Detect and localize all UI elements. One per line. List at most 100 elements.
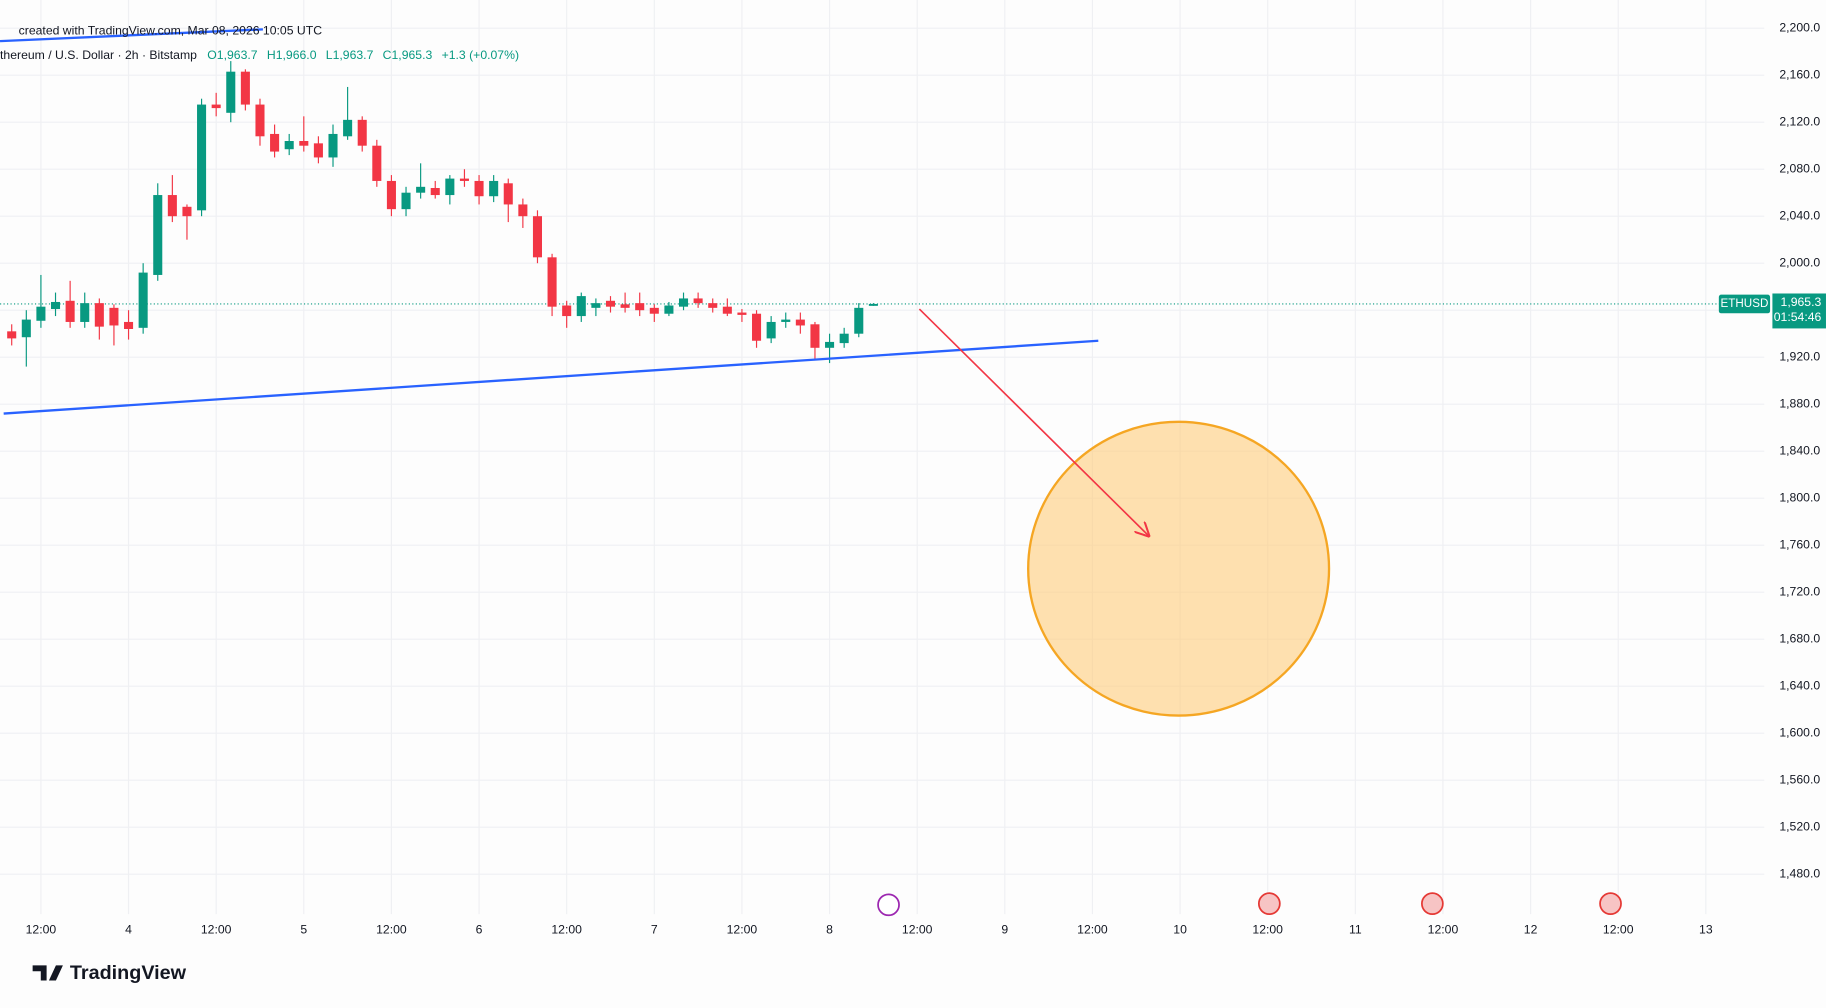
candle-body	[109, 307, 119, 326]
event-icon	[1257, 892, 1281, 916]
x-tick-label: 5	[300, 923, 307, 937]
candle-body	[299, 140, 309, 146]
candle-body	[635, 303, 645, 311]
x-tick-label: 12:00	[902, 923, 933, 937]
symbol-tag	[1718, 294, 1771, 314]
candle-body	[240, 71, 250, 105]
watermark: created with TradingView.com, Mar 08, 20…	[19, 24, 323, 38]
trendline	[3, 339, 1099, 415]
candle-body	[357, 119, 367, 146]
x-tick-label: 7	[651, 923, 658, 937]
candle-body	[737, 312, 747, 315]
candle-body	[810, 324, 820, 348]
brand: TradingView	[70, 962, 187, 984]
candle-body	[211, 104, 221, 109]
candle-body	[795, 319, 805, 326]
candle-body	[50, 301, 61, 310]
candle-body	[343, 119, 353, 137]
ohlc-value: H1,966.0	[267, 48, 317, 62]
candle-body	[430, 187, 440, 196]
plot	[0, 28, 1765, 717]
candle-body	[532, 216, 542, 258]
candle-body	[649, 307, 659, 314]
x-tick-label: 12:00	[1428, 923, 1459, 937]
x-tick-label: 8	[826, 923, 833, 937]
candle-body	[226, 71, 236, 113]
candle-body	[94, 303, 104, 327]
y-tick-label: 2,000.0	[1779, 255, 1820, 269]
candle-body	[562, 305, 572, 317]
candle-body	[693, 298, 703, 304]
price-tag	[1772, 293, 1826, 329]
ohlc-value: O1,963.7	[207, 48, 257, 62]
candle-body	[664, 305, 674, 314]
candle-body	[401, 192, 411, 210]
x-tick-label: 10	[1173, 923, 1187, 937]
x-tick-label: 12:00	[26, 923, 57, 937]
x-tick-label: 13	[1699, 923, 1713, 937]
candle-body	[80, 303, 90, 322]
x-tick-label: 12:00	[1603, 923, 1634, 937]
candle-body	[503, 183, 513, 205]
ohlc-value: +1.3 (+0.07%)	[442, 48, 519, 62]
event-icon	[1599, 892, 1622, 916]
countdown: 01:54:46	[1774, 310, 1822, 324]
y-tick-label: 1,760.0	[1779, 537, 1820, 551]
candle-body	[270, 133, 280, 152]
y-tick-label: 2,080.0	[1779, 161, 1820, 175]
y-tick-label: 1,840.0	[1779, 443, 1820, 457]
candle-body	[284, 140, 294, 150]
x-tick-label: 12	[1524, 923, 1538, 937]
arrow	[918, 308, 1148, 536]
candle-body	[591, 303, 601, 308]
candle-body	[839, 333, 849, 344]
x-tick-label: 9	[1001, 923, 1008, 937]
candle-body	[708, 303, 718, 308]
candle-body	[182, 206, 192, 217]
x-tick-label: 6	[476, 923, 483, 937]
grid	[0, 0, 1765, 915]
candle-body	[416, 186, 426, 193]
candle-body	[153, 195, 163, 275]
target-circle	[1027, 420, 1331, 717]
x-tick-label: 12:00	[727, 923, 758, 937]
candle-body	[518, 204, 528, 217]
y-tick-label: 2,040.0	[1779, 208, 1820, 222]
candle-body	[605, 300, 616, 307]
y-tick-label: 2,160.0	[1779, 67, 1820, 81]
candle-body	[459, 178, 469, 181]
y-tick-label: 1,680.0	[1779, 631, 1820, 645]
y-tick-label: 1,640.0	[1779, 678, 1820, 692]
candle-body	[255, 104, 265, 137]
candle-body	[445, 178, 455, 196]
candle-body	[781, 319, 791, 322]
event-icon	[877, 893, 900, 917]
ohlc-value: C1,965.3	[383, 48, 433, 62]
y-tick-label: 1,800.0	[1779, 490, 1820, 504]
candle-body	[854, 307, 864, 334]
ohlc-header: O1,963.7 H1,966.0 L1,963.7 C1,965.3 +1.3 (+0…	[207, 48, 519, 62]
candle-body	[489, 180, 499, 197]
candle-body	[678, 298, 689, 307]
price-tag-label: 1,965.3	[1781, 295, 1822, 309]
candle-body	[474, 180, 484, 197]
event-icons	[877, 892, 1622, 917]
candle-body	[313, 143, 323, 158]
candle-body	[197, 104, 207, 211]
candle-body	[825, 341, 835, 348]
candle-body	[7, 331, 17, 339]
y-tick-label: 1,720.0	[1779, 584, 1820, 598]
x-tick-label: 12:00	[1077, 923, 1108, 937]
candle-body	[124, 321, 134, 329]
candle-body	[167, 195, 177, 217]
candle-body	[752, 313, 762, 341]
y-tick-label: 1,880.0	[1779, 396, 1820, 410]
x-tick-label: 12:00	[1252, 923, 1283, 937]
y-tick-label: 1,520.0	[1779, 819, 1820, 833]
x-tick-label: 11	[1349, 923, 1362, 937]
x-tick-label: 12:00	[376, 923, 407, 937]
y-tick-label: 1,480.0	[1779, 866, 1820, 880]
candle-body	[766, 321, 776, 339]
